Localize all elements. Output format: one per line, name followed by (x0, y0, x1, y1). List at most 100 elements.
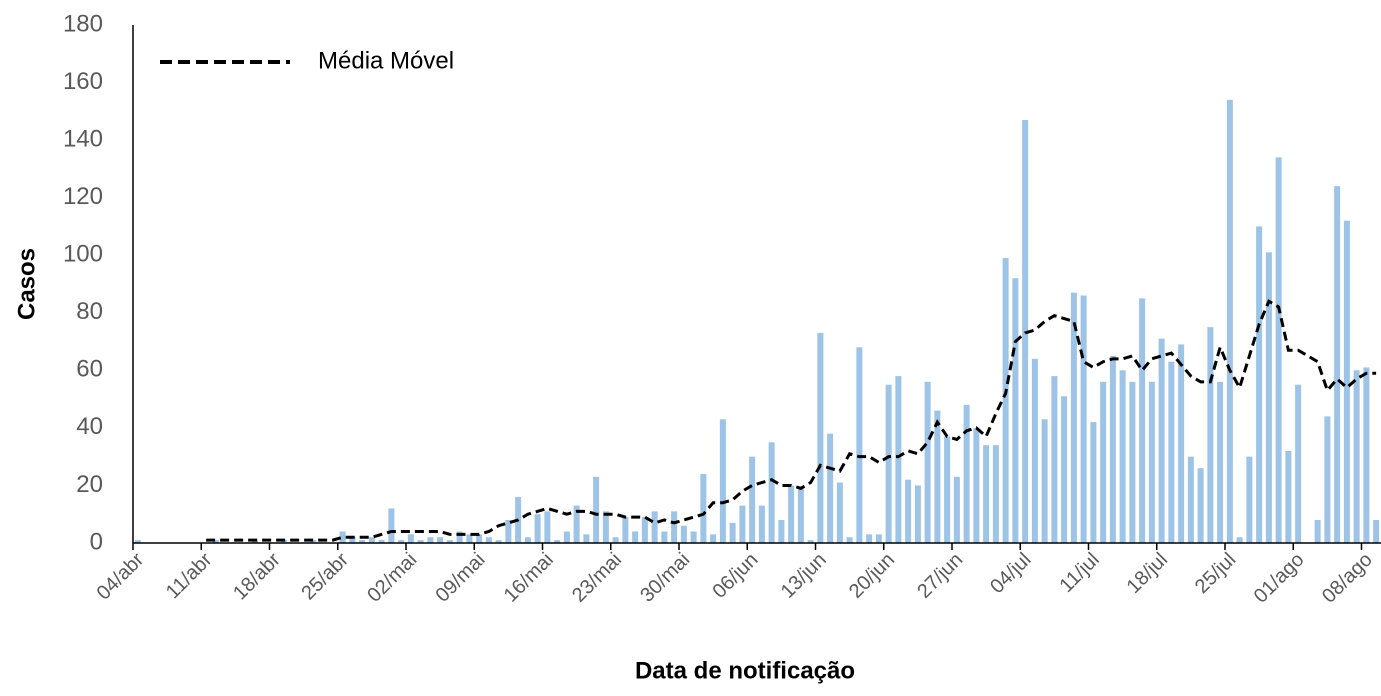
bar (661, 531, 668, 543)
bar (768, 442, 775, 543)
bar (1051, 376, 1058, 543)
bar (583, 534, 590, 543)
bar (622, 517, 629, 543)
bar (905, 479, 912, 543)
bar (1080, 295, 1087, 543)
y-tick-label: 40 (76, 413, 103, 440)
y-tick-label: 0 (90, 528, 103, 555)
bar (758, 505, 765, 543)
bar (1363, 367, 1370, 543)
bar (427, 537, 434, 543)
bar (524, 537, 531, 543)
bar (1373, 519, 1380, 543)
y-tick-label: 160 (63, 68, 103, 95)
bar (554, 540, 561, 543)
bar (1109, 355, 1116, 543)
bar (807, 540, 814, 543)
bar (1256, 226, 1263, 543)
bar (212, 540, 219, 543)
bar (875, 534, 882, 543)
bar (1187, 456, 1194, 543)
bar (749, 456, 756, 543)
x-tick-label: 01/ago (1250, 549, 1309, 608)
bar (1207, 327, 1214, 543)
bar (992, 445, 999, 543)
bar (1090, 422, 1097, 543)
bar (885, 384, 892, 543)
bar (1168, 361, 1175, 543)
x-tick-label: 09/mai (432, 549, 490, 607)
bar (671, 511, 678, 543)
bar (914, 485, 921, 543)
bar (134, 540, 141, 543)
bar (398, 540, 405, 543)
bar (495, 540, 502, 543)
bar (739, 505, 746, 543)
bar (1236, 537, 1243, 543)
bar (1148, 381, 1155, 543)
bar (700, 473, 707, 543)
y-tick-label: 20 (76, 471, 103, 498)
y-tick-label: 140 (63, 125, 103, 152)
moving-average-line (206, 299, 1377, 542)
bar (1100, 381, 1107, 543)
x-tick-label: 06/jun (708, 549, 762, 603)
x-tick-label: 25/jul (1191, 549, 1240, 598)
bar (1139, 298, 1146, 543)
bar (476, 534, 483, 543)
bar (1314, 519, 1321, 543)
bar (505, 519, 512, 543)
y-axis-title: Casos (13, 248, 40, 320)
bar (1002, 258, 1009, 543)
y-tick-label: 180 (63, 10, 103, 37)
bar (1041, 419, 1048, 543)
bar (846, 537, 853, 543)
bar (1265, 252, 1272, 543)
bar (388, 508, 395, 543)
bar (817, 332, 824, 543)
bar (895, 376, 902, 543)
y-tick-label: 80 (76, 298, 103, 325)
bar (466, 534, 473, 543)
bar (1070, 292, 1077, 543)
bar (1031, 358, 1038, 543)
x-axis-title: Data de notificação (635, 657, 855, 684)
bar (788, 485, 795, 543)
bar (690, 531, 697, 543)
bar (953, 476, 960, 543)
bar (632, 531, 639, 543)
bar (710, 534, 717, 543)
y-tick-label: 120 (63, 183, 103, 210)
x-tick-label: 04/jul (986, 549, 1035, 598)
bar (1061, 396, 1068, 543)
bar (924, 381, 931, 543)
x-tick-label: 30/mai (636, 549, 694, 607)
bar (797, 488, 804, 543)
bar (1275, 157, 1282, 543)
bar (1197, 468, 1204, 543)
x-tick-label: 20/jun (845, 549, 899, 603)
bar (1129, 381, 1136, 543)
bar (612, 537, 619, 543)
bar (563, 531, 570, 543)
bar (1012, 278, 1019, 543)
bar (836, 482, 843, 543)
bar (719, 419, 726, 543)
legend-label: Média Móvel (318, 47, 454, 74)
x-tick-label: 27/jun (913, 549, 967, 603)
bar (866, 534, 873, 543)
bar (1353, 370, 1360, 543)
bar (1226, 99, 1233, 544)
bar (485, 537, 492, 543)
x-tick-label: 11/jul (1055, 549, 1103, 597)
bar (729, 522, 736, 543)
bar (407, 534, 414, 543)
bar (641, 517, 648, 543)
bar (778, 519, 785, 543)
bar (934, 410, 941, 543)
bar (1246, 456, 1253, 543)
x-tick-label: 08/ago (1318, 549, 1377, 608)
x-tick-label: 18/jul (1123, 549, 1172, 598)
